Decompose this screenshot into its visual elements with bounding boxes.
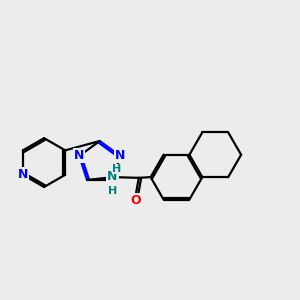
Text: O: O bbox=[130, 194, 141, 207]
Text: H: H bbox=[112, 164, 121, 174]
Text: N: N bbox=[107, 173, 118, 187]
Text: N: N bbox=[107, 170, 117, 183]
Text: H: H bbox=[108, 186, 117, 196]
Text: N: N bbox=[74, 149, 84, 162]
Text: N: N bbox=[18, 168, 28, 181]
Text: N: N bbox=[115, 149, 125, 162]
